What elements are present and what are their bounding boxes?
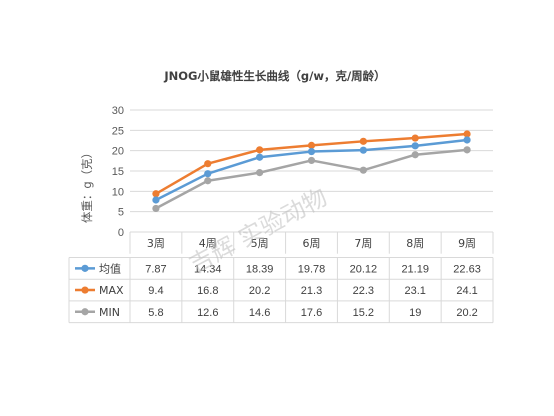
x-tick-label: 3周 bbox=[147, 237, 165, 250]
data-point bbox=[307, 141, 316, 149]
data-label: 16.8 bbox=[197, 285, 218, 297]
data-point bbox=[256, 153, 264, 161]
legend-key-marker bbox=[81, 286, 89, 294]
data-point bbox=[152, 190, 160, 198]
data-label: 21.3 bbox=[301, 285, 322, 297]
data-point bbox=[463, 136, 471, 144]
y-axis-label: 体重：g（克） bbox=[80, 147, 94, 223]
data-label: 20.2 bbox=[456, 307, 477, 319]
data-label: 5.8 bbox=[148, 307, 163, 319]
data-point bbox=[411, 151, 419, 159]
data-label: 22.63 bbox=[453, 263, 481, 275]
y-tick-label: 20 bbox=[112, 146, 124, 158]
data-label: 19.78 bbox=[298, 263, 326, 275]
data-point bbox=[359, 146, 367, 154]
data-label: 18.39 bbox=[246, 263, 274, 275]
data-point bbox=[152, 204, 160, 213]
data-point bbox=[204, 177, 212, 185]
data-label: 20.2 bbox=[249, 285, 270, 297]
x-tick-label: 6周 bbox=[303, 237, 321, 250]
chart-title: JNOG小鼠雄性生长曲线（g/w，克/周龄） bbox=[163, 69, 385, 83]
x-tick-label: 5周 bbox=[251, 237, 269, 250]
data-point bbox=[463, 146, 471, 154]
data-label: 17.6 bbox=[301, 307, 322, 319]
legend-label: MAX bbox=[99, 284, 124, 297]
data-label: 9.4 bbox=[148, 285, 163, 297]
y-tick-label: 10 bbox=[112, 186, 124, 198]
data-label: 22.3 bbox=[353, 285, 374, 297]
x-tick-label: 8周 bbox=[406, 237, 424, 250]
legend-label: 均值 bbox=[99, 262, 121, 275]
legend-label: MIN bbox=[99, 306, 120, 319]
series-layer bbox=[152, 130, 471, 213]
data-label: 23.1 bbox=[405, 285, 426, 297]
x-tick-label: 9周 bbox=[458, 237, 476, 250]
data-label: 7.87 bbox=[145, 263, 166, 275]
x-tick-label: 4周 bbox=[199, 237, 217, 250]
data-label: 12.6 bbox=[197, 307, 218, 319]
y-tick-label: 30 bbox=[112, 105, 124, 117]
data-point bbox=[307, 147, 316, 156]
data-label: 19 bbox=[409, 307, 421, 319]
data-point bbox=[256, 146, 264, 154]
y-tick-label: 5 bbox=[118, 207, 124, 219]
data-point bbox=[411, 142, 419, 150]
y-tick-label: 0 bbox=[118, 227, 124, 239]
legend-key-marker bbox=[81, 264, 89, 272]
data-point bbox=[152, 196, 160, 204]
data-point bbox=[359, 137, 367, 145]
data-label: 15.2 bbox=[353, 307, 374, 319]
data-point bbox=[411, 134, 419, 142]
data-label: 14.6 bbox=[249, 307, 270, 319]
data-label: 21.19 bbox=[401, 263, 429, 275]
data-point bbox=[204, 170, 212, 178]
data-point bbox=[359, 166, 367, 174]
legend-key-marker bbox=[81, 308, 89, 316]
y-tick-label: 25 bbox=[112, 125, 124, 137]
data-point bbox=[463, 130, 471, 138]
data-label: 24.1 bbox=[456, 285, 477, 297]
data-label: 20.12 bbox=[350, 263, 378, 275]
x-tick-label: 7周 bbox=[354, 237, 372, 250]
data-point bbox=[307, 156, 316, 165]
y-axis-ticks: 0 5 10 15 20 25 30 bbox=[112, 105, 124, 239]
data-point bbox=[204, 160, 212, 168]
y-tick-label: 15 bbox=[112, 166, 124, 178]
data-point bbox=[256, 169, 264, 177]
data-label: 14.34 bbox=[194, 263, 222, 275]
